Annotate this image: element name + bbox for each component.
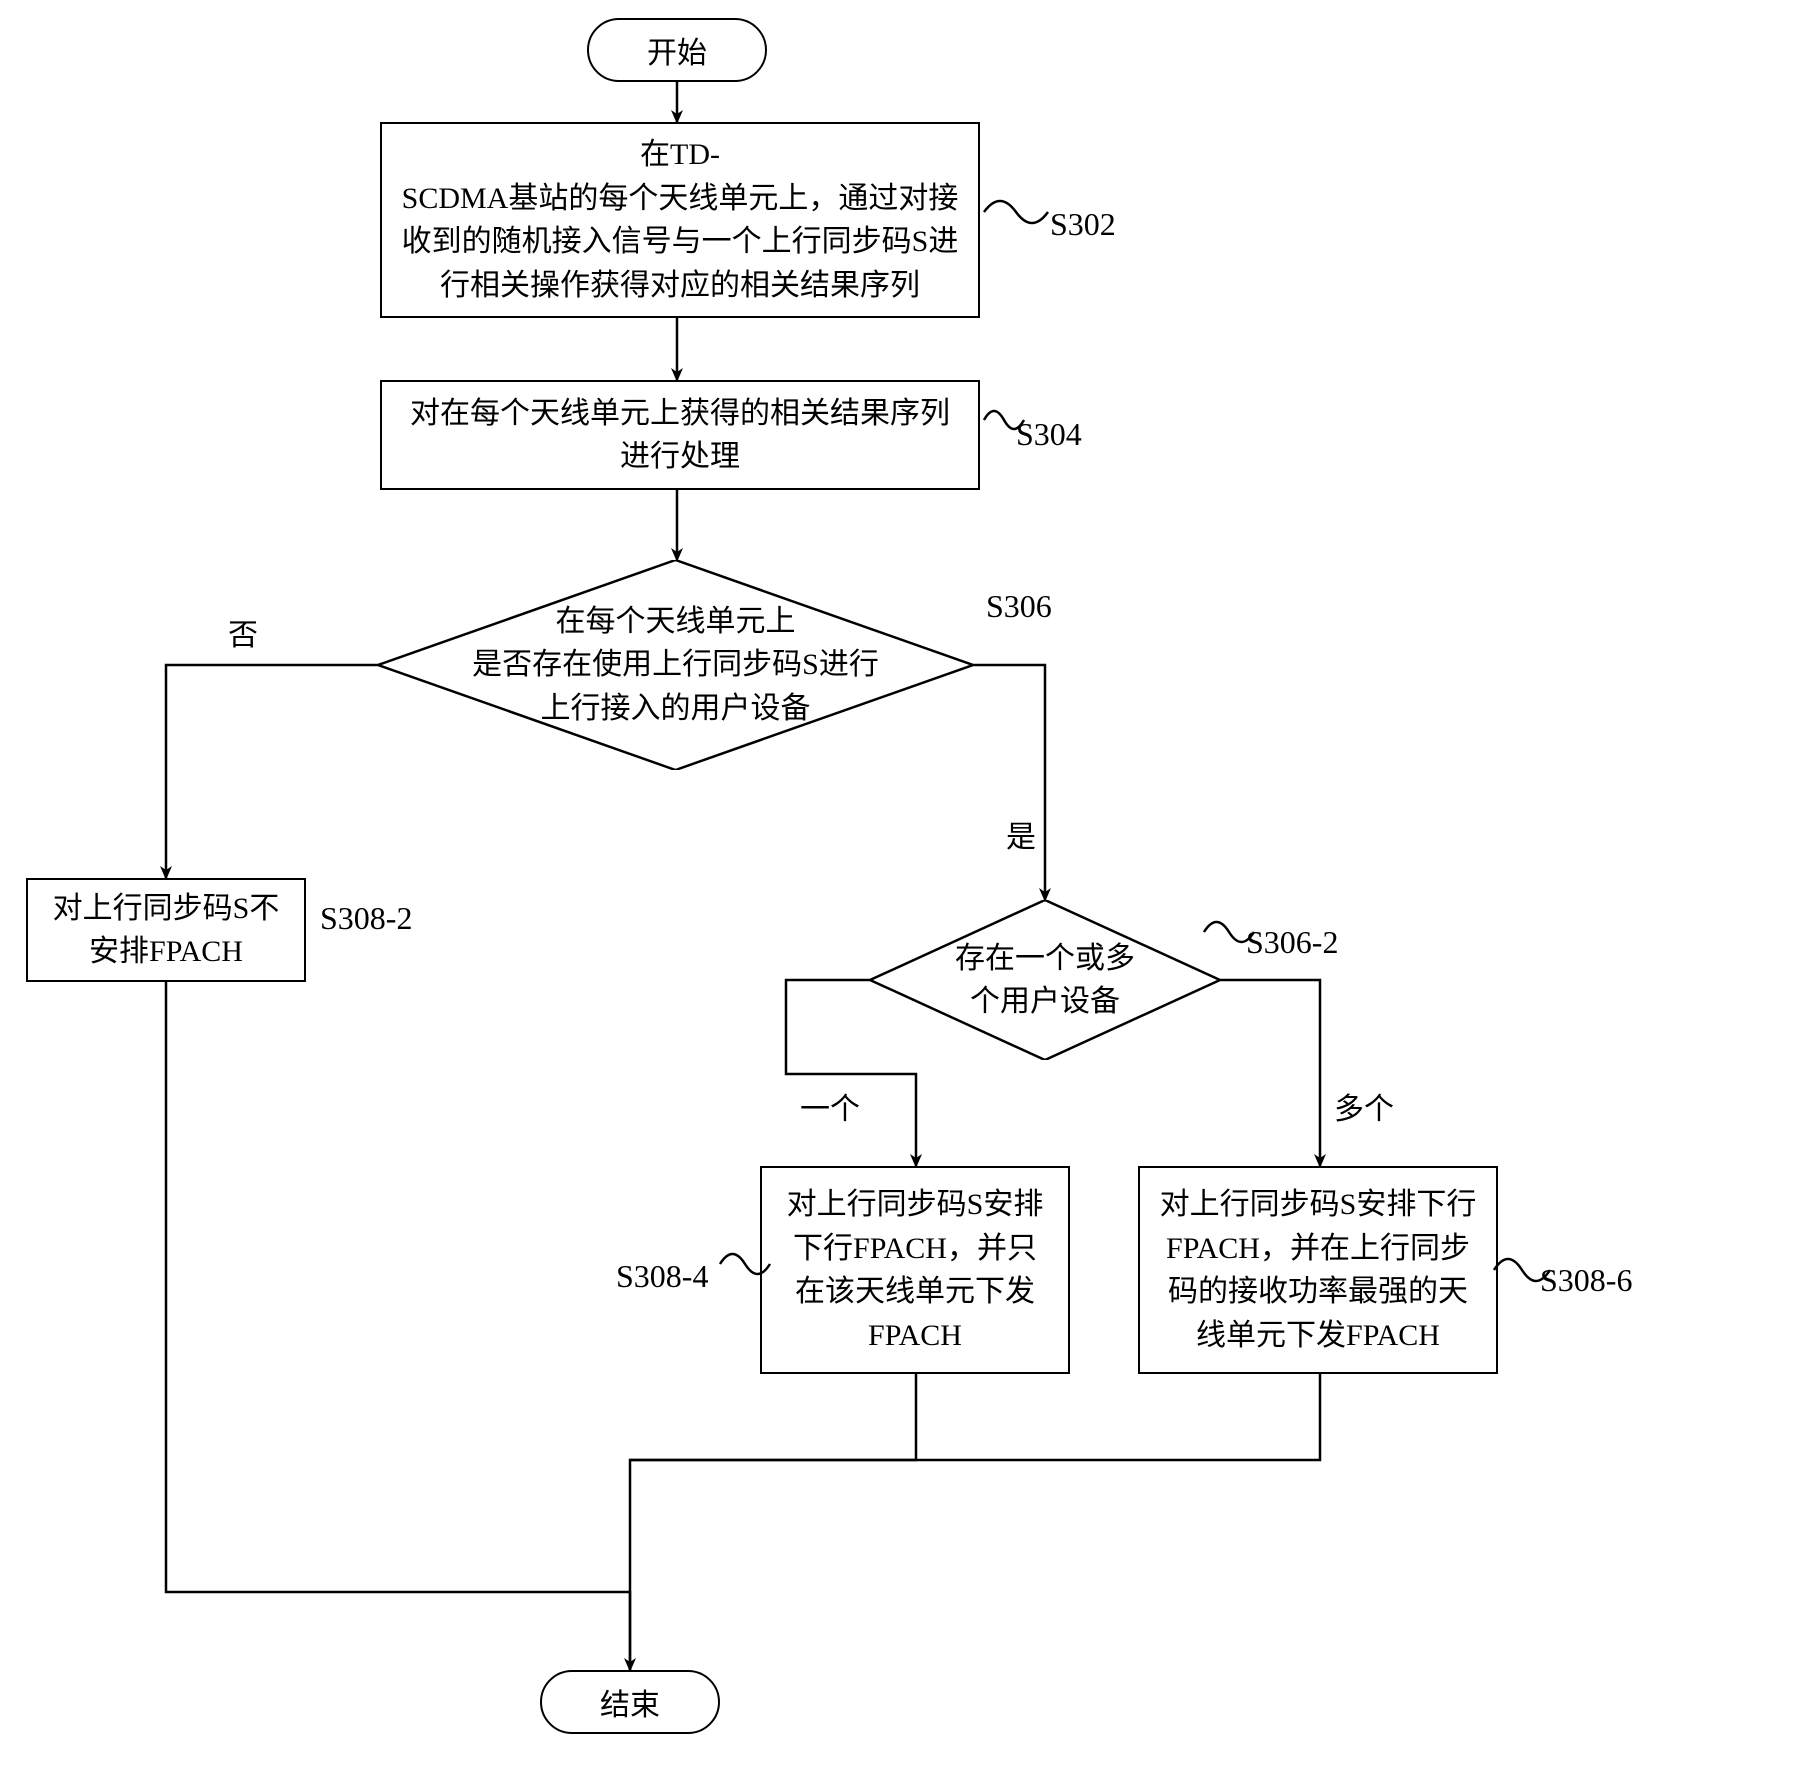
label-s306: S306	[986, 588, 1052, 625]
process-s308-6-text: 对上行同步码S安排下行FPACH，并在上行同步码的接收功率最强的天线单元下发FP…	[1160, 1183, 1477, 1357]
edge-label-no: 否	[228, 610, 258, 654]
process-s308-2: 对上行同步码S不安排FPACH	[26, 878, 306, 982]
process-s302-text: 在TD-SCDMA基站的每个天线单元上，通过对接收到的随机接入信号与一个上行同步…	[402, 133, 959, 307]
edge-label-one: 一个	[800, 1084, 860, 1128]
process-s302: 在TD-SCDMA基站的每个天线单元上，通过对接收到的随机接入信号与一个上行同步…	[380, 122, 980, 318]
decision-s306-2-text: 存在一个或多个用户设备	[955, 937, 1135, 1024]
process-s304-text: 对在每个天线单元上获得的相关结果序列进行处理	[410, 392, 950, 479]
process-s308-4: 对上行同步码S安排下行FPACH，并只在该天线单元下发FPACH	[760, 1166, 1070, 1374]
label-s308-2: S308-2	[320, 900, 412, 937]
start-terminator: 开始	[587, 18, 767, 82]
label-s308-6: S308-6	[1540, 1262, 1632, 1299]
process-s308-4-text: 对上行同步码S安排下行FPACH，并只在该天线单元下发FPACH	[787, 1183, 1044, 1357]
label-s302: S302	[1050, 206, 1116, 243]
label-s308-4: S308-4	[616, 1258, 708, 1295]
decision-s306-text: 在每个天线单元上是否存在使用上行同步码S进行上行接入的用户设备	[472, 600, 879, 731]
edge-label-many: 多个	[1334, 1084, 1394, 1128]
decision-s306-2: 存在一个或多个用户设备	[870, 900, 1220, 1060]
label-s306-2: S306-2	[1246, 924, 1338, 961]
decision-s306: 在每个天线单元上是否存在使用上行同步码S进行上行接入的用户设备	[378, 560, 973, 770]
start-label: 开始	[647, 28, 707, 72]
end-terminator: 结束	[540, 1670, 720, 1734]
label-s304: S304	[1016, 416, 1082, 453]
edge-label-yes: 是	[1006, 812, 1036, 856]
process-s304: 对在每个天线单元上获得的相关结果序列进行处理	[380, 380, 980, 490]
process-s308-6: 对上行同步码S安排下行FPACH，并在上行同步码的接收功率最强的天线单元下发FP…	[1138, 1166, 1498, 1374]
end-label: 结束	[600, 1680, 660, 1724]
process-s308-2-text: 对上行同步码S不安排FPACH	[53, 887, 280, 974]
